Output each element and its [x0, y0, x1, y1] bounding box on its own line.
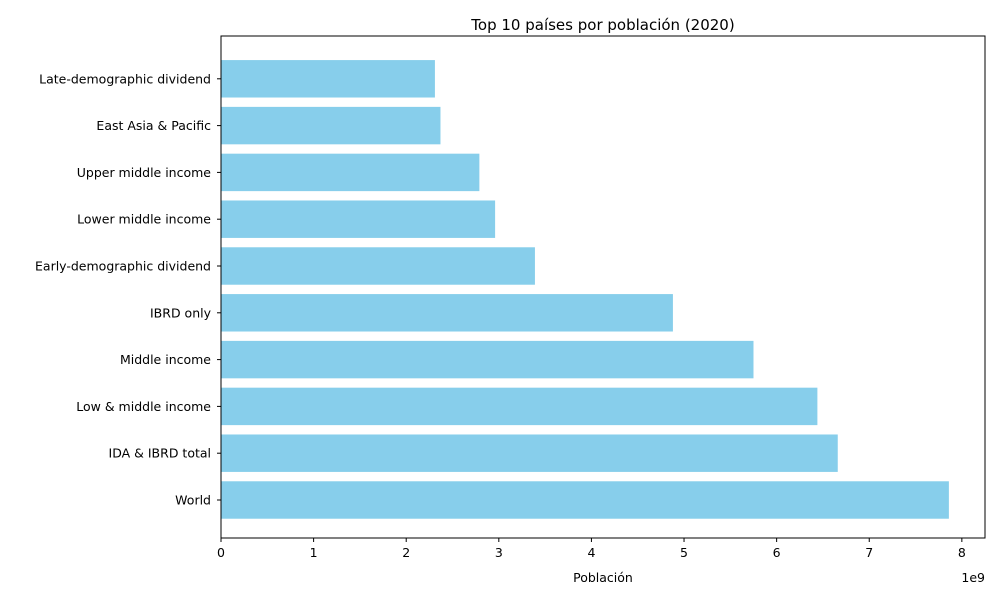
bar [221, 481, 949, 519]
x-tick-label: 3 [495, 545, 503, 560]
x-tick-label: 2 [402, 545, 410, 560]
bar [221, 294, 673, 332]
y-tick-label: Upper middle income [77, 165, 212, 180]
bar [221, 153, 480, 192]
bar [221, 434, 838, 472]
y-tick-label: IDA & IBRD total [109, 446, 211, 461]
x-tick-label: 5 [680, 545, 688, 560]
y-tick-label: Late-demographic dividend [39, 71, 211, 86]
x-tick-label: 0 [217, 545, 225, 560]
x-tick-label: 8 [958, 545, 966, 560]
x-axis-ticks: 0 1 2 3 4 5 6 7 8 [217, 538, 966, 560]
bar [221, 106, 441, 145]
y-axis-ticks: World IDA & IBRD total Low & middle income… [35, 71, 221, 508]
y-tick-label: Low & middle income [76, 399, 211, 414]
y-tick-label: Early-demographic dividend [35, 259, 211, 274]
plot-frame [220, 35, 986, 539]
y-tick-label: East Asia & Pacific [96, 118, 211, 133]
bar [221, 60, 435, 98]
x-tick-label: 7 [865, 545, 873, 560]
y-tick-label: IBRD only [150, 305, 212, 320]
x-tick-label: 4 [587, 545, 595, 560]
y-tick-label: Lower middle income [77, 212, 211, 227]
chart-title: Top 10 países por población (2020) [470, 16, 734, 34]
y-tick-label: World [175, 493, 211, 508]
bar [221, 387, 818, 426]
bar [221, 247, 535, 285]
x-axis-offset-text: 1e9 [961, 570, 985, 585]
y-tick-label: Middle income [120, 352, 211, 367]
bar [221, 200, 496, 238]
x-axis-label: Población [573, 570, 633, 585]
x-tick-label: 1 [310, 545, 318, 560]
x-tick-label: 6 [773, 545, 781, 560]
bars-group [221, 60, 949, 519]
bar [221, 340, 754, 379]
